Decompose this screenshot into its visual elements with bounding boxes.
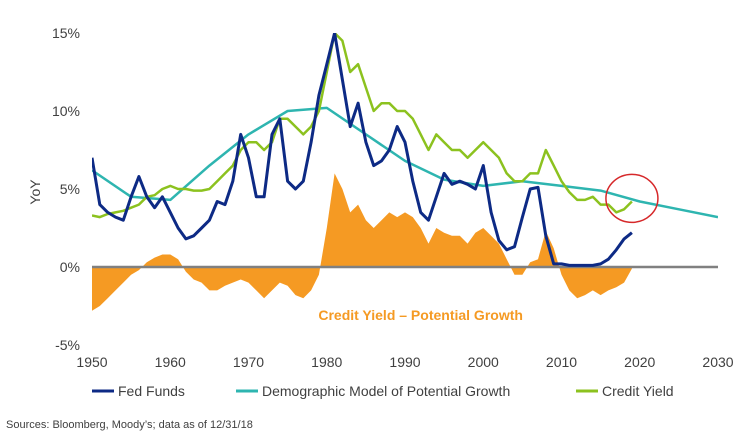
- x-tick-label: 2010: [546, 354, 577, 370]
- axes: 15% 10% 5% 0% -5%1950 1960 1970 1980 1990 2000 201…: [52, 25, 734, 370]
- x-tick-label: 2000: [468, 354, 499, 370]
- plot-area: [92, 33, 718, 311]
- x-tick-label: 2030: [702, 354, 733, 370]
- series-line-credit-yield: [92, 33, 633, 219]
- y-axis-label: YoY: [27, 179, 43, 205]
- series-line-fed-funds: [92, 33, 633, 267]
- x-tick-label: 2020: [624, 354, 655, 370]
- y-tick-label: -5%: [55, 337, 80, 353]
- highlight-circle: [605, 173, 659, 224]
- annotation-spread-label: Credit Yield – Potential Growth: [318, 307, 523, 323]
- legend-label-credit-yield: Credit Yield: [602, 383, 674, 399]
- source-note: Sources: Bloomberg, Moody’s; data as of …: [6, 419, 253, 431]
- legend: Fed Funds Demographic Model of Potential…: [92, 383, 674, 399]
- x-tick-label: 1980: [311, 354, 342, 370]
- y-tick-label: 5%: [60, 181, 80, 197]
- x-tick-label: 1960: [155, 354, 186, 370]
- x-tick-label: 1950: [76, 354, 107, 370]
- y-tick-label: 10%: [52, 103, 80, 119]
- y-tick-label: 0%: [60, 259, 80, 275]
- series-line-demographic: [92, 106, 718, 219]
- x-tick-label: 1990: [389, 354, 420, 370]
- y-tick-label: 15%: [52, 25, 80, 41]
- series-area-spread: [92, 173, 632, 311]
- legend-label-fed-funds: Fed Funds: [118, 383, 185, 399]
- legend-label-demographic: Demographic Model of Potential Growth: [262, 383, 510, 399]
- x-tick-label: 1970: [233, 354, 264, 370]
